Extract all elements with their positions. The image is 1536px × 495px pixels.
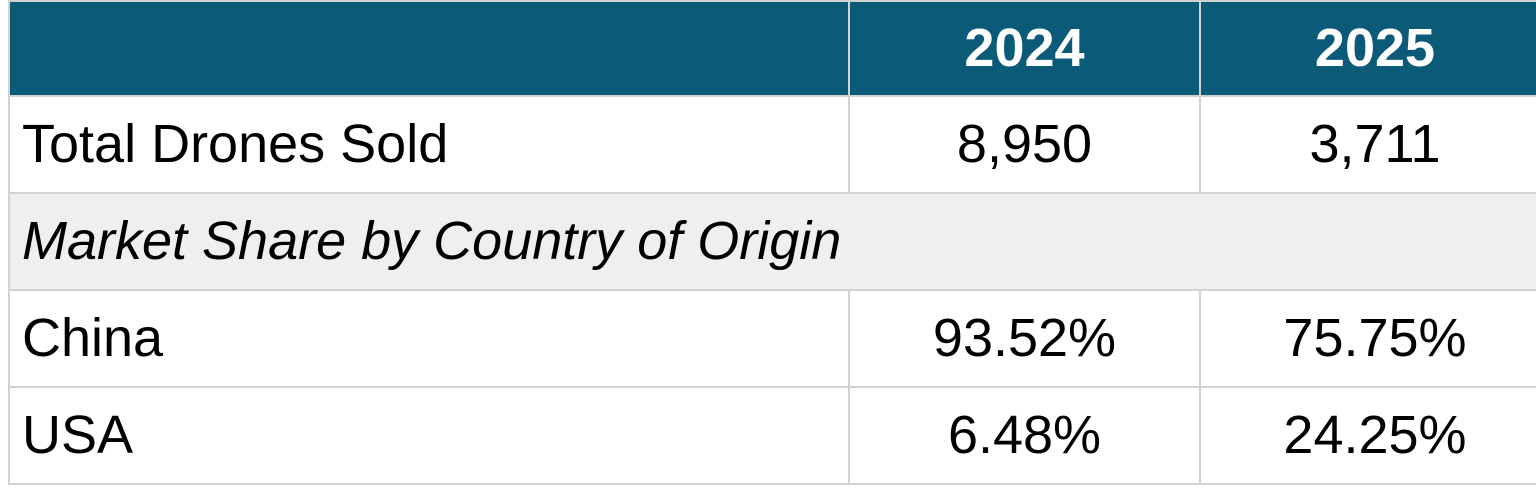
header-year-2024: 2024 [848, 0, 1201, 97]
row-label-china: China [8, 289, 850, 388]
table-row-total-drones-sold: Total Drones Sold 8,950 3,711 [8, 95, 1536, 194]
total-drones-sold-2025: 3,711 [1199, 95, 1536, 194]
total-drones-sold-2024: 8,950 [848, 95, 1201, 194]
row-label-usa: USA [8, 386, 850, 485]
row-label-total-drones-sold: Total Drones Sold [8, 95, 850, 194]
header-row: 2024 2025 [8, 0, 1536, 97]
table-row-usa: USA 6.48% 24.25% [8, 386, 1536, 485]
section-row-market-share: Market Share by Country of Origin [8, 192, 1536, 291]
china-share-2025: 75.75% [1199, 289, 1536, 388]
usa-share-2024: 6.48% [848, 386, 1201, 485]
drone-stats-table-container: 2024 2025 Total Drones Sold 8,950 3,711 … [8, 0, 1536, 485]
usa-share-2025: 24.25% [1199, 386, 1536, 485]
header-year-2025: 2025 [1199, 0, 1536, 97]
table-row-china: China 93.52% 75.75% [8, 289, 1536, 388]
china-share-2024: 93.52% [848, 289, 1201, 388]
header-empty-cell [8, 0, 850, 97]
drone-stats-table: 2024 2025 Total Drones Sold 8,950 3,711 … [8, 0, 1536, 485]
section-title-market-share: Market Share by Country of Origin [8, 192, 1536, 291]
